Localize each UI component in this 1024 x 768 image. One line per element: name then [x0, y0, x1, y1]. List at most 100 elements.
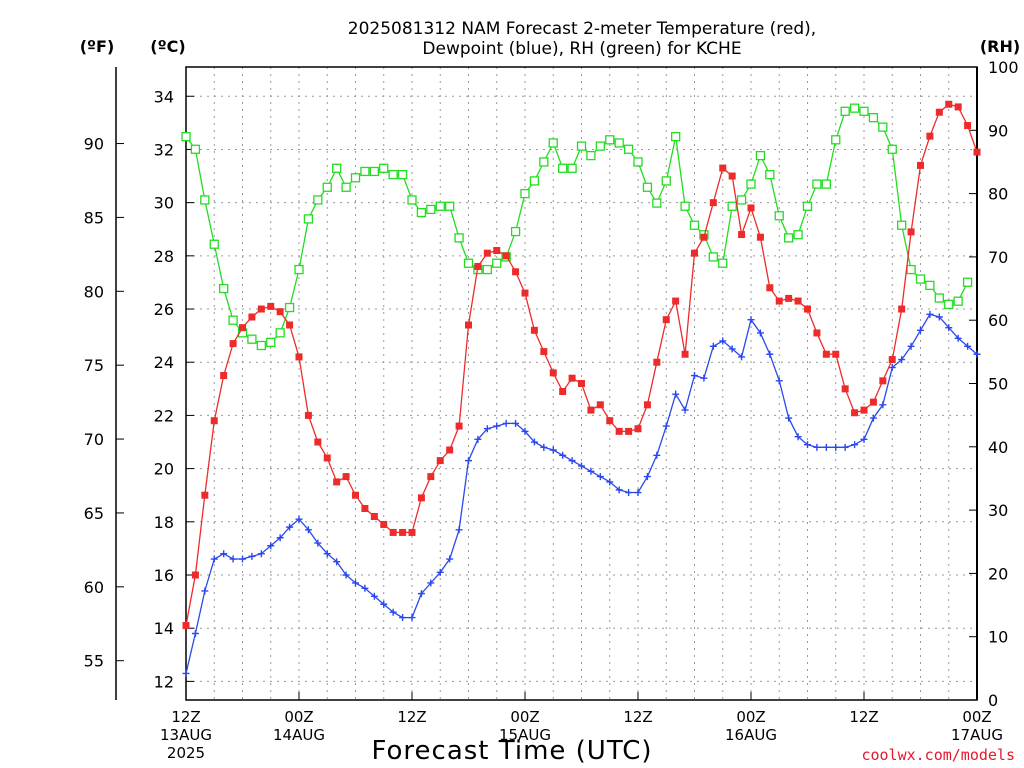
- temperature-point: [643, 401, 651, 409]
- rh-point: [407, 195, 417, 205]
- temperature-point: [568, 374, 576, 382]
- temperature-point: [465, 321, 472, 329]
- rh-point: [219, 283, 229, 294]
- x-tick-label: 16AUG: [725, 726, 777, 744]
- temperature-point: [804, 305, 811, 313]
- dewpoint-point: [615, 486, 623, 494]
- fahrenheit-tick-label: 80: [84, 282, 104, 301]
- dewpoint-point: [643, 473, 651, 481]
- dewpoint-point: [851, 441, 859, 449]
- rh-point: [416, 207, 427, 218]
- rh-point: [313, 195, 323, 205]
- temperature-point: [286, 321, 294, 329]
- dewpoint-point: [323, 550, 331, 558]
- dewpoint-point: [304, 526, 312, 534]
- temperature-point: [775, 297, 783, 305]
- rh-tick-label: 30: [988, 501, 1008, 520]
- temperature-point: [191, 571, 199, 579]
- temperature-point: [559, 387, 567, 395]
- series-rh: [181, 103, 973, 351]
- rh-point: [360, 166, 370, 177]
- temperature-point: [681, 350, 689, 358]
- dewpoint-point: [672, 390, 680, 398]
- temperature-point: [333, 478, 341, 486]
- temperature-point: [691, 249, 698, 257]
- dewpoint-point: [568, 457, 576, 465]
- temperature-point: [210, 417, 218, 425]
- chart-title-line2: Dewpoint (blue), RH (green) for KCHE: [422, 39, 741, 59]
- rh-point: [256, 340, 266, 351]
- temperature-point: [352, 491, 359, 499]
- temperature-line: [185, 103, 978, 626]
- dewpoint-point: [653, 451, 661, 459]
- rh-point: [765, 169, 775, 180]
- temperature-point: [540, 348, 548, 356]
- temperature-point: [201, 491, 209, 499]
- x-tick-label: 12Z: [171, 708, 200, 726]
- celsius-tick-label: 30: [154, 194, 174, 213]
- dewpoint-point: [869, 414, 877, 422]
- celsius-tick-label: 16: [154, 566, 174, 585]
- temperature-point: [248, 313, 256, 321]
- rh-tick-label: 20: [988, 564, 1008, 583]
- temperature-point: [596, 401, 604, 409]
- rh-line: [185, 107, 969, 347]
- rh-point: [435, 201, 445, 211]
- temperature-point: [549, 369, 557, 377]
- dewpoint-point: [719, 337, 727, 345]
- dewpoint-point: [662, 422, 670, 430]
- tick-labels: 12 14 16 18 20 22 24 26 28 30 32 34 55 60 65 70 75 80 85 90…: [84, 58, 1019, 762]
- temperature-point: [662, 316, 670, 324]
- celsius-tick-label: 34: [154, 87, 174, 106]
- series-temperature: [182, 100, 981, 630]
- temperature-point: [625, 427, 633, 435]
- temperature-point: [512, 268, 520, 276]
- rh-point: [397, 169, 408, 180]
- dewpoint-point: [596, 473, 604, 481]
- temperature-point: [719, 164, 727, 172]
- dewpoint-point: [521, 427, 529, 435]
- rh-point: [548, 138, 558, 148]
- temperature-point: [295, 353, 303, 361]
- dewpoint-point: [380, 600, 388, 608]
- rh-point: [840, 106, 850, 116]
- temperature-point: [587, 406, 595, 414]
- temperature-point: [907, 228, 915, 236]
- rh-tick-label: 100: [988, 58, 1019, 77]
- dewpoint-point: [832, 443, 840, 451]
- temperature-point: [239, 324, 246, 332]
- rh-point: [812, 179, 822, 189]
- fahrenheit-tick-label: 90: [84, 135, 104, 154]
- rh-tick-label: 60: [988, 311, 1008, 330]
- temperature-point: [634, 425, 642, 433]
- temperature-point: [832, 350, 840, 358]
- temperature-point: [785, 294, 793, 302]
- rh-point: [652, 198, 662, 208]
- temperature-point: [738, 231, 746, 239]
- rh-point: [463, 258, 474, 268]
- rh-point: [266, 337, 276, 348]
- temperature-point: [945, 100, 953, 108]
- dewpoint-point: [625, 489, 633, 497]
- celsius-tick-label: 12: [154, 672, 174, 691]
- rh-tick-label: 10: [988, 628, 1008, 647]
- grid-lines: [186, 67, 977, 700]
- dewpoint-point: [408, 614, 416, 622]
- dewpoint-point: [333, 558, 341, 566]
- dewpoint-point: [578, 462, 585, 470]
- rh-point: [680, 201, 690, 211]
- dewpoint-point: [361, 584, 369, 592]
- temperature-point: [917, 161, 924, 169]
- temperature-point: [653, 358, 661, 366]
- temperature-point: [304, 411, 312, 419]
- rh-point: [746, 179, 756, 189]
- dewpoint-point: [898, 356, 906, 364]
- dewpoint-point: [681, 406, 689, 414]
- temperature-point: [229, 340, 237, 348]
- dewpoint-point: [879, 401, 887, 409]
- rh-tick-label: 90: [988, 121, 1008, 140]
- temperature-point: [530, 326, 538, 334]
- series-dewpoint: [182, 310, 981, 677]
- rh-point: [247, 334, 257, 344]
- rh-tick-label: 50: [988, 375, 1008, 394]
